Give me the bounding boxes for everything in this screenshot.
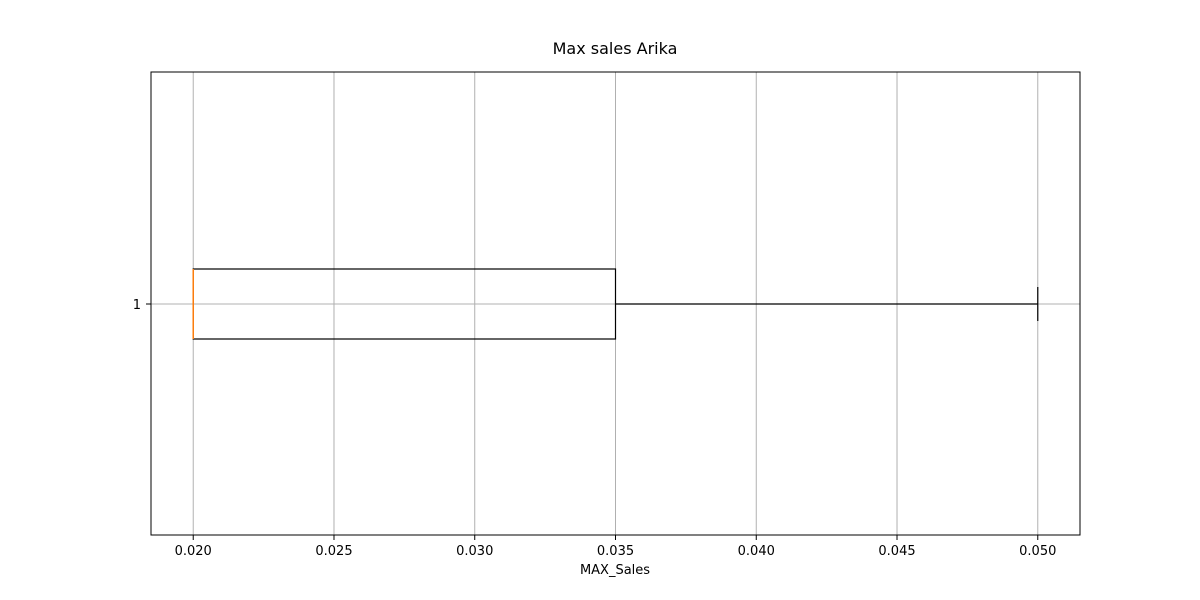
- x-tick-label-4: 0.040: [738, 544, 775, 559]
- chart-title: Max sales Arika: [553, 39, 678, 58]
- x-tick-label-2: 0.030: [456, 544, 493, 559]
- axis-ticks: 0.020 0.025 0.030 0.035 0.040 0.045 0.050 1: [133, 298, 1057, 559]
- y-tick-label-0: 1: [133, 298, 141, 313]
- x-tick-label-3: 0.035: [597, 544, 634, 559]
- x-tick-label-5: 0.045: [878, 544, 915, 559]
- x-axis-label: MAX_Sales: [580, 563, 650, 578]
- x-tick-label-6: 0.050: [1019, 544, 1056, 559]
- x-tick-label-1: 0.025: [315, 544, 352, 559]
- box-plot-elements: [192, 268, 1039, 340]
- x-tick-label-0: 0.020: [175, 544, 212, 559]
